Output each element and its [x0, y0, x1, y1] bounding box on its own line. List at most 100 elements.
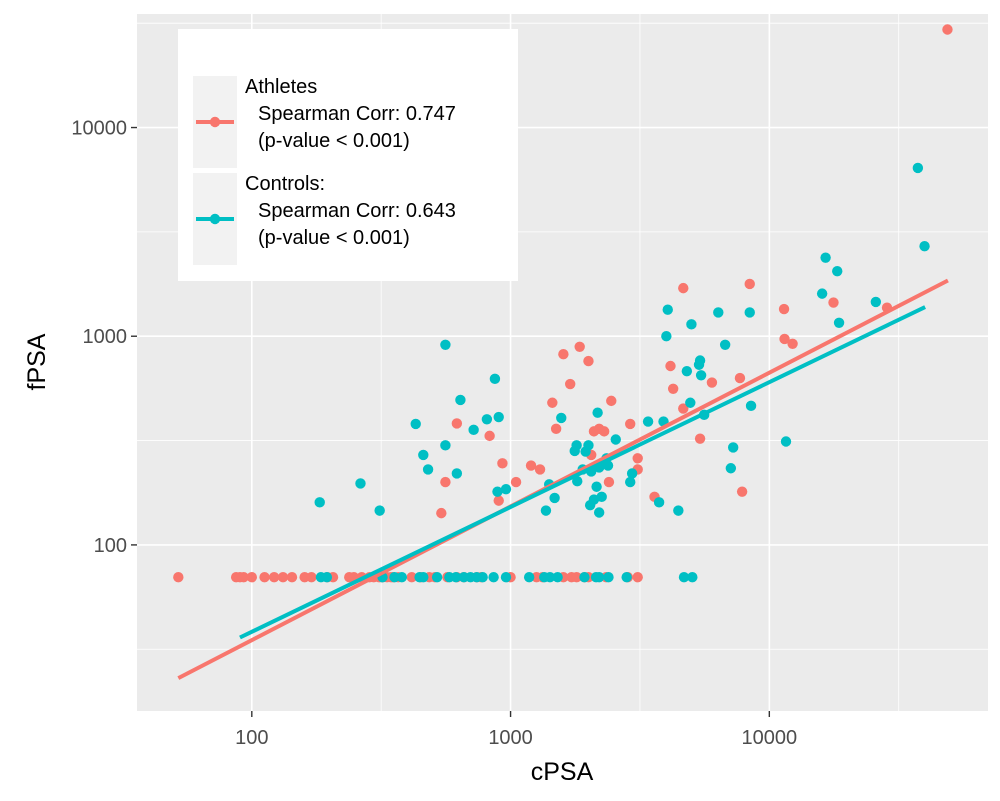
data-point-controls — [593, 507, 605, 518]
legend-key-point-athletes — [209, 116, 221, 128]
data-point-controls — [681, 365, 693, 377]
data-point-athletes — [632, 572, 643, 583]
data-point-athletes — [678, 282, 689, 294]
x-axis-title: cPSA — [531, 758, 594, 786]
x-tick-label: 10000 — [742, 727, 798, 749]
data-point-athletes — [779, 333, 790, 345]
data-point-controls — [686, 319, 697, 330]
data-point-controls — [603, 572, 614, 583]
data-point-athletes — [667, 383, 679, 394]
data-point-controls — [493, 411, 504, 423]
data-point-controls — [583, 440, 594, 451]
data-point-controls — [556, 412, 567, 424]
data-point-athletes — [678, 403, 689, 414]
y-axis-ticks: 100 1000 10000 — [71, 118, 137, 557]
data-point-athletes — [574, 341, 585, 352]
data-point-controls — [591, 481, 602, 492]
data-point-athletes — [286, 572, 298, 583]
data-point-athletes — [736, 486, 748, 497]
data-point-athletes — [238, 572, 249, 583]
data-point-controls — [396, 572, 408, 583]
data-point-controls — [694, 355, 706, 366]
data-point-athletes — [277, 572, 289, 583]
legend-key-point-controls — [209, 213, 221, 225]
fit-lines — [177, 278, 949, 680]
data-point-athletes — [406, 572, 417, 583]
data-point-athletes — [625, 418, 636, 430]
data-point-controls — [451, 468, 463, 479]
data-point-athletes — [440, 476, 451, 488]
data-point-controls — [678, 572, 690, 583]
data-point-controls — [314, 497, 325, 508]
data-point-controls — [626, 468, 638, 479]
x-tick-label: 1000 — [488, 727, 533, 749]
data-point-athletes — [734, 372, 746, 384]
data-point-controls — [579, 572, 590, 583]
data-point-controls — [571, 440, 582, 451]
legend: Athletes Spearman Corr: 0.747 (p-value <… — [178, 29, 518, 281]
data-point-controls — [321, 572, 333, 583]
data-point-controls — [727, 442, 739, 453]
data-point-controls — [549, 492, 560, 504]
data-point-athletes — [547, 397, 558, 408]
data-point-controls — [713, 307, 724, 318]
data-point-athletes — [598, 426, 610, 437]
data-point-controls — [440, 339, 451, 350]
data-point-athletes — [942, 24, 953, 35]
data-point-controls — [431, 572, 443, 583]
data-point-controls — [695, 370, 707, 381]
fit-line-athletes — [177, 278, 949, 680]
data-point-athletes — [484, 430, 495, 442]
legend-stat-athletes-pvalue: (p-value < 0.001) — [258, 130, 410, 152]
data-point-athletes — [571, 572, 582, 583]
data-point-athletes — [778, 303, 790, 315]
series-layer — [173, 24, 953, 583]
data-point-athletes — [744, 278, 755, 290]
x-axis-ticks: 100 1000 10000 — [235, 711, 797, 749]
data-point-controls — [596, 491, 607, 503]
data-point-controls — [621, 572, 632, 583]
series-athletes — [173, 24, 953, 583]
legend-label-controls: Controls: — [245, 173, 325, 195]
data-point-controls — [744, 307, 755, 318]
data-point-athletes — [493, 495, 504, 506]
legend-label-athletes: Athletes — [245, 76, 317, 98]
data-point-athletes — [259, 572, 270, 583]
x-tick-label: 100 — [235, 727, 268, 749]
data-point-athletes — [606, 395, 617, 407]
data-point-controls — [410, 418, 421, 430]
data-point-controls — [481, 414, 493, 425]
data-point-athletes — [306, 572, 317, 583]
data-point-athletes — [497, 458, 508, 469]
data-point-athletes — [510, 476, 522, 488]
data-point-controls — [592, 407, 603, 418]
data-point-controls — [685, 397, 696, 408]
data-point-controls — [468, 424, 479, 436]
data-point-controls — [593, 572, 605, 583]
data-point-athletes — [828, 297, 839, 308]
data-point-controls — [919, 241, 930, 252]
data-point-controls — [719, 339, 731, 350]
legend-stat-athletes-corr: Spearman Corr: 0.747 — [258, 103, 456, 125]
data-point-athletes — [268, 572, 280, 583]
y-tick-label: 1000 — [83, 326, 128, 348]
data-point-controls — [653, 497, 665, 508]
data-point-controls — [544, 572, 556, 583]
legend-stat-controls-corr: Spearman Corr: 0.643 — [258, 200, 456, 222]
data-point-controls — [455, 394, 466, 406]
data-point-controls — [820, 252, 831, 263]
data-point-controls — [816, 288, 828, 299]
y-axis-title: fPSA — [23, 333, 51, 390]
data-point-athletes — [665, 360, 676, 372]
data-point-athletes — [706, 377, 718, 388]
data-point-athletes — [246, 572, 258, 583]
data-point-controls — [500, 572, 512, 583]
data-point-controls — [662, 304, 673, 315]
data-point-athletes — [694, 433, 706, 444]
data-point-athletes — [173, 572, 184, 583]
data-point-athletes — [451, 418, 463, 429]
data-point-controls — [725, 463, 737, 474]
data-point-controls — [374, 505, 385, 516]
data-point-controls — [572, 475, 583, 487]
data-point-controls — [745, 400, 757, 412]
